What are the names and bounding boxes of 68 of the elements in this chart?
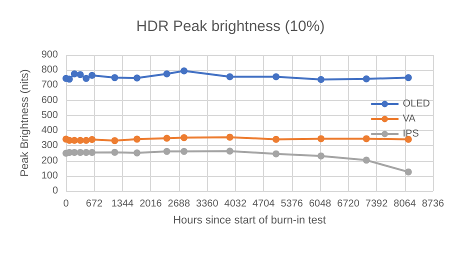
x-tick-label: 2016: [140, 198, 162, 210]
y-tick-label: 800: [41, 64, 58, 76]
point: [163, 70, 170, 78]
legend-label: IPS: [402, 128, 420, 140]
x-tick-label: 4032: [224, 198, 247, 210]
x-tick-label: 672: [86, 198, 104, 210]
y-tick-label: 200: [41, 155, 58, 166]
x-tick-label: 1344: [111, 198, 134, 210]
point: [70, 148, 78, 156]
point: [404, 168, 412, 176]
point: [111, 137, 118, 144]
point: [82, 74, 90, 82]
x-tick-label: 8064: [394, 198, 416, 210]
point: [226, 134, 234, 141]
point: [180, 148, 188, 155]
point: [163, 134, 170, 142]
point: [111, 74, 118, 82]
x-tick-label: 8736: [422, 198, 445, 210]
x-tick-label: 3360: [196, 198, 219, 210]
x-tick-label: 6720: [337, 198, 360, 210]
point: [180, 67, 188, 74]
point: [404, 74, 412, 82]
point: [318, 135, 324, 142]
point: [180, 134, 188, 142]
legend-label: VA: [402, 114, 416, 124]
x-tick-label: 5376: [280, 198, 304, 210]
point: [111, 148, 118, 156]
point: [163, 148, 170, 155]
y-tick-label: 500: [41, 110, 58, 121]
x-tick-label: 4704: [252, 198, 276, 210]
point: [134, 136, 140, 143]
y-tick-label: 900: [41, 50, 58, 60]
y-tick-label: 700: [41, 80, 58, 91]
y-tick-label: 400: [41, 125, 58, 136]
point: [66, 76, 73, 83]
point: [76, 71, 84, 78]
y-axis-title: Peak Brightness (nits): [18, 69, 31, 177]
x-tick-label: 6048: [308, 198, 332, 210]
point: [134, 149, 140, 156]
point: [272, 136, 280, 143]
point: [362, 135, 370, 142]
point: [70, 70, 78, 78]
point: [134, 74, 140, 82]
point: [272, 150, 280, 158]
point: [82, 148, 90, 156]
point: [362, 75, 370, 82]
point: [76, 148, 84, 156]
y-tick-label: 0: [52, 186, 58, 196]
point: [272, 73, 280, 80]
x-tick-label: 2688: [168, 198, 190, 210]
point: [226, 73, 234, 80]
x-axis-title: Hours since start of burn-in test: [173, 214, 326, 226]
y-tick-label: 300: [41, 140, 58, 152]
point: [88, 72, 96, 79]
point: [88, 136, 96, 143]
y-tick-label: 100: [41, 170, 58, 182]
y-tick-label: 600: [41, 94, 58, 106]
point: [318, 152, 324, 160]
x-tick-label: 7392: [365, 198, 388, 210]
point: [82, 136, 90, 144]
point: [362, 156, 370, 164]
point: [318, 76, 324, 83]
point: [226, 148, 234, 155]
legend-label: OLED: [402, 98, 430, 110]
x-tick-label: 0: [63, 198, 70, 210]
point: [70, 136, 78, 144]
point: [88, 148, 96, 156]
chart-title: HDR Peak brightness (10%): [136, 18, 325, 35]
